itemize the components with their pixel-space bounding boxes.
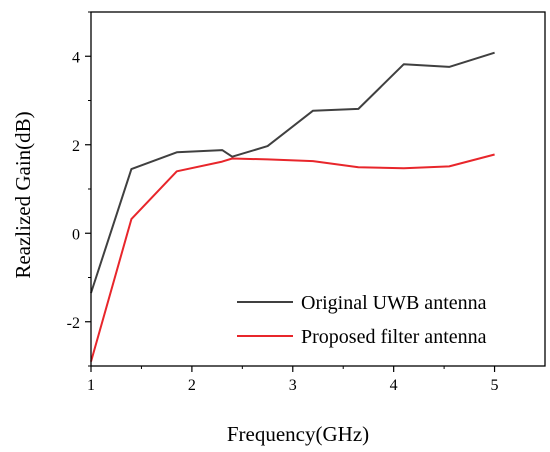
- x-tick-label: 5: [491, 377, 499, 394]
- series-line-1: [90, 153, 495, 362]
- y-axis-title: Reazlized Gain(dB): [11, 111, 35, 278]
- x-axis-title: Frequency(GHz): [227, 422, 369, 446]
- legend-label-proposed: Proposed filter antenna: [301, 326, 487, 348]
- y-tick-label: 2: [72, 138, 80, 155]
- y-tick-label: -2: [67, 315, 80, 332]
- plot-lines: [90, 51, 495, 362]
- x-tick-label: 3: [289, 377, 297, 394]
- x-tick-label: 4: [390, 377, 398, 394]
- legend: Original UWB antenna Proposed filter ant…: [237, 292, 487, 348]
- y-tick-label: 4: [72, 49, 80, 66]
- x-tick-label: 1: [87, 377, 95, 394]
- x-tick-label: 2: [188, 377, 196, 394]
- legend-label-original: Original UWB antenna: [301, 292, 487, 314]
- series-line-0: [90, 51, 495, 294]
- y-tick-label: 0: [72, 226, 80, 243]
- axis-ticks: 1 2 3 4 5 -2 0 2 4: [67, 11, 499, 394]
